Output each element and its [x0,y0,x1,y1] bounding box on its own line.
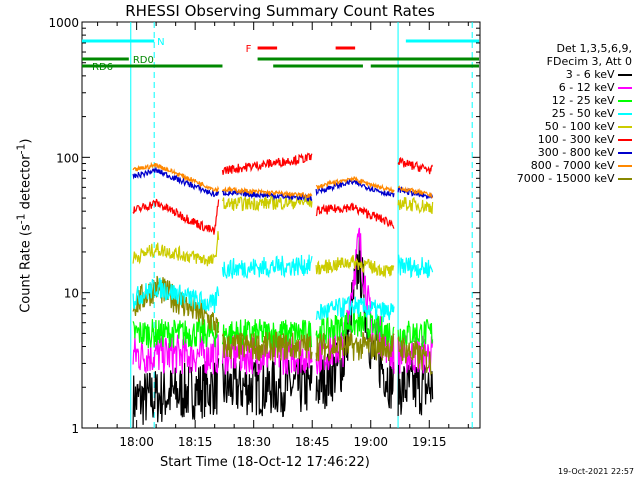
series-line [132,358,220,429]
flag-label: RD0 [133,55,154,66]
series-line [221,254,313,279]
legend-swatch [618,152,632,154]
legend-label: 3 - 6 keV [565,68,618,81]
series-line [221,185,313,199]
y-tick-label: 1 [71,422,79,436]
series-line [132,231,220,267]
y-tick-label: 100 [56,151,79,165]
x-tick-label: 18:00 [119,435,154,449]
legend-label: 100 - 300 keV [537,133,618,146]
series-line [315,308,395,348]
legend-swatch [618,126,632,128]
legend-swatch [618,87,632,89]
legend-swatch [618,113,632,115]
legend-label: 7000 - 15000 keV [516,172,618,185]
series-line [397,358,434,417]
flag-label: F [246,44,252,55]
series-line [132,277,220,314]
x-tick-label: 19:00 [353,435,388,449]
legend-item: 7000 - 15000 keV [517,172,632,185]
flag-label: RD6 [92,62,113,73]
legend-label: 800 - 7000 keV [530,159,618,172]
y-axis-label: Count Rate (s-1 detector-1) [14,138,34,313]
legend-item: 25 - 50 keV [552,107,632,120]
legend-label: 25 - 50 keV [551,107,618,120]
series-line [315,295,395,323]
series-line [132,161,220,193]
series-line [397,254,434,279]
series-line [315,332,395,362]
legend-item: 12 - 25 keV [552,94,632,107]
x-tick-label: 18:45 [295,435,330,449]
series-line [315,176,395,194]
series-line [221,331,313,362]
series-line [397,185,434,199]
plot-frame [81,21,481,429]
legend-item: 50 - 100 keV [545,120,632,133]
series-line [315,202,395,229]
legend-label: 12 - 25 keV [551,94,618,107]
series-line [132,198,220,235]
legend-swatch [618,74,632,76]
series-line [315,177,395,198]
legend-item: 800 - 7000 keV [531,159,632,172]
legend-item: 3 - 6 keV [566,68,632,81]
chart-title: RHESSI Observing Summary Count Rates [125,2,435,20]
legend-label: 50 - 100 keV [544,120,618,133]
legend-swatch [618,165,632,167]
legend-swatch [618,139,632,141]
legend-item: 100 - 300 keV [538,133,632,146]
legend-item: 6 - 12 keV [559,81,632,94]
series-line [397,336,433,376]
y-tick-label: 10 [64,287,79,301]
x-axis-label: Start Time (18-Oct-12 17:46:22) [160,455,370,470]
series-line [221,188,313,203]
series-line [132,317,220,349]
y-tick-label: 1000 [48,16,79,30]
series-line [221,152,313,175]
series-line [132,275,220,336]
legend-swatch [618,100,632,102]
series-line [397,156,434,175]
legend-header-decimation: FDecim 3, Att 0 [546,55,632,68]
series-line [221,333,313,375]
legend-header-detectors: Det 1,3,5,6,9, [556,42,632,55]
flag-label: N [157,37,164,48]
series-line [221,319,313,349]
series-line [132,333,220,375]
series-line [315,254,395,279]
legend-label: 6 - 12 keV [558,81,618,94]
legend-swatch [618,178,632,180]
x-tick-label: 18:30 [236,435,271,449]
legend-item: 300 - 800 keV [538,146,632,159]
legend-label: 300 - 800 keV [537,146,618,159]
series-line [397,196,434,215]
timestamp: 19-Oct-2021 22:57 [558,467,634,476]
series-line [132,166,220,198]
x-tick-label: 19:15 [412,435,447,449]
x-tick-label: 18:15 [178,435,213,449]
